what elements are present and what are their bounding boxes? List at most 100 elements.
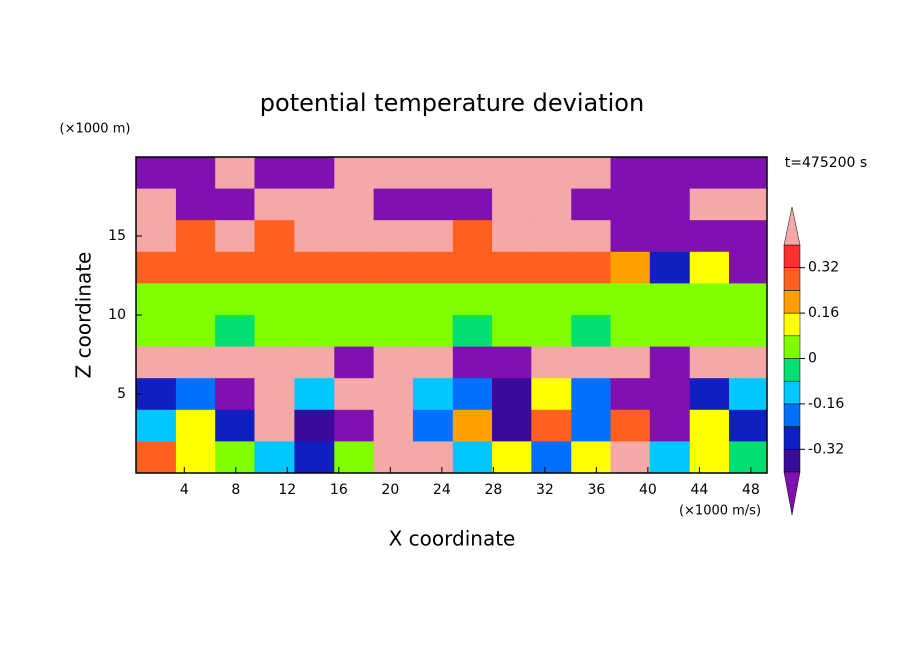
contour-cell [254, 346, 295, 379]
contour-cell [729, 346, 768, 379]
contour-cell [571, 188, 612, 221]
x-unit: (×1000 m/s) [679, 504, 761, 519]
contour-cell [452, 441, 493, 474]
contour-cell [175, 157, 216, 190]
contour-cell [334, 157, 375, 190]
contour-cell [492, 251, 532, 284]
contour-cell [531, 251, 572, 284]
contour-cell [373, 283, 414, 316]
contour-cell [689, 441, 730, 474]
contour-cell [649, 188, 691, 221]
colorbar-box [783, 449, 801, 473]
contour-cell [215, 220, 255, 253]
colorbar-box [783, 290, 801, 314]
contour-cell [254, 441, 295, 474]
x-tick-label: 36 [587, 482, 605, 498]
contour-cell [492, 283, 532, 316]
contour-cell [452, 283, 493, 316]
contour-cell [571, 220, 612, 253]
contour-cell [571, 315, 612, 348]
contour-cell [294, 251, 335, 284]
contour-cell [649, 283, 691, 316]
time-annotation: t=475200 s [785, 155, 867, 171]
contour-cell [610, 188, 651, 221]
contour-cell [571, 378, 612, 411]
contour-cell [649, 409, 691, 442]
contour-cell [412, 409, 454, 442]
contour-cell [412, 251, 454, 284]
contour-cell [294, 378, 335, 411]
contour-cell [610, 378, 651, 411]
contour-cell [334, 283, 375, 316]
contour-cell [215, 378, 255, 411]
contour-cell [610, 157, 651, 190]
colorbar-tick-label: -0.16 [808, 396, 844, 412]
contour-cell [254, 283, 295, 316]
contour-cell [531, 315, 572, 348]
contour-cell [334, 441, 375, 474]
contour-cell [571, 346, 612, 379]
y-tick-label: 5 [117, 386, 126, 402]
contour-cell [373, 378, 414, 411]
colorbar-tick-label: -0.32 [808, 441, 844, 457]
contour-cell [610, 283, 651, 316]
colorbar-bottom-arrow [783, 471, 801, 516]
contour-cell [175, 251, 216, 284]
y-axis-label: Z coordinate [72, 252, 96, 379]
contour-cell [254, 409, 295, 442]
colorbar-box [783, 267, 801, 291]
contour-cell [412, 441, 454, 474]
colorbar-box [783, 244, 801, 268]
colorbar-tick-label: 0.16 [808, 305, 839, 321]
contour-cell [649, 157, 691, 190]
contour-cell [412, 157, 454, 190]
contour-cell [452, 157, 493, 190]
contour-cell [412, 283, 454, 316]
contour-cell [175, 220, 216, 253]
contour-cell [175, 409, 216, 442]
contour-cell [334, 251, 375, 284]
contour-cell [492, 378, 532, 411]
contour-cell [136, 188, 177, 221]
colorbar-box [783, 312, 801, 337]
contour-cell [215, 315, 255, 348]
contour-cell [175, 315, 216, 348]
contour-cell [373, 346, 414, 379]
contour-cell [689, 157, 730, 190]
contour-cell [452, 378, 493, 411]
contour-cell [729, 157, 768, 190]
contour-cell [215, 251, 255, 284]
contour-cell [729, 378, 768, 411]
contour-cell [689, 378, 730, 411]
contour-cell [412, 346, 454, 379]
contour-cell [294, 315, 335, 348]
contour-cell [373, 251, 414, 284]
contour-cell [531, 346, 572, 379]
contour-cell [136, 220, 177, 253]
contour-cell [610, 220, 651, 253]
contour-cell [373, 188, 414, 221]
contour-cell [610, 409, 651, 442]
contour-cell [571, 157, 612, 190]
contour-cell [294, 441, 335, 474]
colorbar-top-arrow [783, 206, 801, 246]
contour-cell [492, 409, 532, 442]
contour-cell [571, 251, 612, 284]
contour-cell [136, 157, 177, 190]
contour-cell [136, 315, 177, 348]
contour-cell [689, 188, 730, 221]
contour-cell [492, 441, 532, 474]
colorbar-box [783, 380, 801, 405]
colorbar-tick-label: 0 [808, 351, 817, 367]
colorbar-box [783, 426, 801, 450]
contour-cell [412, 220, 454, 253]
x-tick-label: 12 [278, 482, 296, 498]
contour-cell [373, 409, 414, 442]
contour-cell [254, 157, 295, 190]
x-tick-label: 40 [639, 482, 657, 498]
contour-cell [373, 220, 414, 253]
contour-cell [452, 315, 493, 348]
colorbar-box [783, 335, 801, 359]
contour-cell [531, 157, 572, 190]
